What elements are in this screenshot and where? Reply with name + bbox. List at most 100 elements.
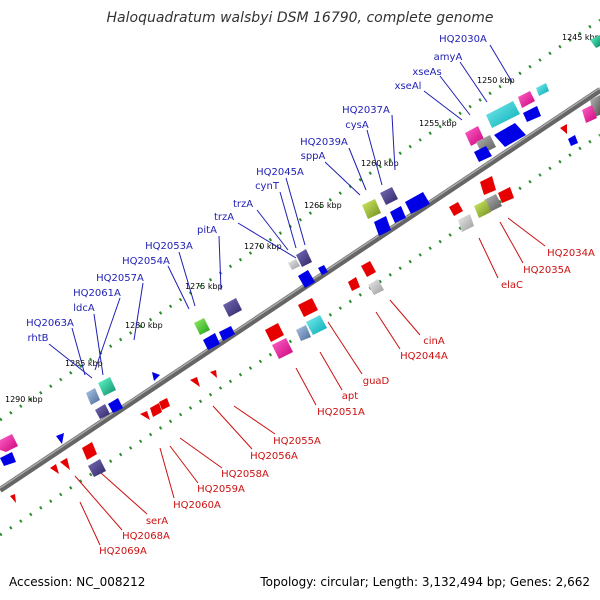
gene-label[interactable]: cysA xyxy=(345,120,369,131)
gene-label[interactable]: HQ2055A xyxy=(273,436,321,447)
tick-label: 1265 kbp xyxy=(304,201,342,210)
map-title: Haloquadratum walsbyi DSM 16790, complet… xyxy=(107,10,494,26)
bottom-leader-lines xyxy=(74,217,546,546)
gene-block[interactable] xyxy=(590,35,600,48)
gene-block[interactable] xyxy=(88,459,106,477)
gene-block[interactable] xyxy=(223,298,242,317)
gene-label[interactable]: trzA xyxy=(214,212,234,223)
gene-arrow[interactable] xyxy=(494,123,526,147)
gene-block[interactable] xyxy=(474,200,491,218)
gene-arrow[interactable] xyxy=(82,442,97,460)
gene-arrow[interactable] xyxy=(210,370,217,378)
gene-label[interactable]: rhtB xyxy=(27,333,48,344)
gene-label[interactable]: HQ2063A xyxy=(26,318,74,329)
gene-label[interactable]: HQ2060A xyxy=(173,500,221,511)
gene-arrow[interactable] xyxy=(298,298,318,317)
gene-arrow[interactable] xyxy=(0,452,16,466)
gene-label[interactable]: xseAl xyxy=(395,81,422,92)
tick-label: 1245 kbp xyxy=(562,33,600,42)
gene-label[interactable]: HQ2053A xyxy=(145,241,193,252)
gene-block[interactable] xyxy=(368,279,384,295)
gene-block[interactable] xyxy=(272,338,293,359)
gene-block[interactable] xyxy=(86,388,100,405)
bottom-gene-labels: HQ2034A HQ2035A elaC cinA HQ2044A guaD a… xyxy=(99,248,595,557)
gene-arrow[interactable] xyxy=(480,176,496,195)
gene-arrow[interactable] xyxy=(159,398,170,410)
gene-arrow[interactable] xyxy=(348,277,360,291)
gene-arrow[interactable] xyxy=(50,464,59,474)
gene-label[interactable]: HQ2054A xyxy=(122,256,170,267)
gene-label[interactable]: cynT xyxy=(255,181,280,192)
gene-label[interactable]: HQ2061A xyxy=(73,288,121,299)
gene-block[interactable] xyxy=(296,325,311,341)
gene-label[interactable]: HQ2056A xyxy=(250,451,298,462)
gene-arrow[interactable] xyxy=(203,333,220,350)
gene-label[interactable]: apt xyxy=(342,391,358,402)
gene-arrow[interactable] xyxy=(298,270,315,288)
gene-label[interactable]: HQ2057A xyxy=(96,273,144,284)
gene-block[interactable] xyxy=(95,404,110,419)
gene-label[interactable]: amyA xyxy=(434,52,463,63)
gene-label[interactable]: HQ2069A xyxy=(99,546,147,557)
gene-label[interactable]: trzA xyxy=(233,199,253,210)
gene-arrow[interactable] xyxy=(56,433,64,444)
gene-arrow[interactable] xyxy=(449,202,463,216)
gene-block[interactable] xyxy=(458,214,474,232)
gene-block[interactable] xyxy=(486,101,520,128)
gene-block[interactable] xyxy=(288,259,300,270)
gene-label[interactable]: HQ2039A xyxy=(300,137,348,148)
gene-label[interactable]: ldcA xyxy=(73,303,95,314)
gene-arrow[interactable] xyxy=(10,494,16,503)
gene-label[interactable]: HQ2035A xyxy=(523,265,571,276)
gene-arrow[interactable] xyxy=(498,187,514,203)
gene-label[interactable]: xseAs xyxy=(412,67,441,78)
gene-label[interactable]: HQ2051A xyxy=(317,407,365,418)
gene-label[interactable]: guaD xyxy=(363,376,390,387)
gene-block[interactable] xyxy=(518,91,535,108)
gene-block[interactable] xyxy=(590,95,600,117)
gene-block[interactable] xyxy=(536,83,549,96)
gene-label[interactable]: elaC xyxy=(501,280,523,291)
gene-arrow[interactable] xyxy=(523,106,541,122)
gene-block[interactable] xyxy=(306,315,327,335)
gene-arrow[interactable] xyxy=(390,206,406,223)
tick-label: 1280 kbp xyxy=(125,321,163,330)
gene-block[interactable] xyxy=(0,434,18,452)
gene-block[interactable] xyxy=(194,318,210,335)
gene-label[interactable]: HQ2068A xyxy=(122,531,170,542)
gene-arrow[interactable] xyxy=(108,398,123,413)
gene-block[interactable] xyxy=(98,377,116,396)
gene-arrow[interactable] xyxy=(361,261,376,277)
gene-label[interactable]: pitA xyxy=(197,225,217,236)
gene-block[interactable] xyxy=(582,105,597,123)
gene-arrow[interactable] xyxy=(568,135,578,146)
gene-arrow[interactable] xyxy=(374,216,391,236)
gene-label[interactable]: HQ2045A xyxy=(256,167,304,178)
gene-label[interactable]: serA xyxy=(146,516,168,527)
gene-arrow[interactable] xyxy=(190,377,200,387)
gene-label[interactable]: HQ2037A xyxy=(342,105,390,116)
gene-label[interactable]: cinA xyxy=(423,336,445,347)
gene-arrow[interactable] xyxy=(265,323,284,342)
gene-block[interactable] xyxy=(380,187,398,205)
gene-label[interactable]: HQ2034A xyxy=(547,248,595,259)
gene-arrow[interactable] xyxy=(60,458,70,470)
gene-arrow[interactable] xyxy=(150,403,162,417)
gene-arrow[interactable] xyxy=(152,372,160,381)
tick-label: 1270 kbp xyxy=(244,242,282,251)
gene-block[interactable] xyxy=(362,199,381,219)
tick-label: 1290 kbp xyxy=(5,395,43,404)
gene-label[interactable]: HQ2058A xyxy=(221,469,269,480)
gene-arrow[interactable] xyxy=(140,411,150,420)
gene-arrow[interactable] xyxy=(318,265,328,275)
gene-arrow[interactable] xyxy=(405,192,430,214)
gene-label[interactable]: HQ2059A xyxy=(197,484,245,495)
gene-arrow[interactable] xyxy=(560,124,567,134)
gene-label[interactable]: HQ2030A xyxy=(439,34,487,45)
gene-label[interactable]: HQ2044A xyxy=(400,351,448,362)
genome-stats-text: Topology: circular; Length: 3,132,494 bp… xyxy=(259,575,590,589)
gene-block[interactable] xyxy=(296,249,312,267)
gene-arrow[interactable] xyxy=(474,146,492,162)
gene-arrow[interactable] xyxy=(219,326,235,341)
gene-label[interactable]: sppA xyxy=(301,151,326,162)
